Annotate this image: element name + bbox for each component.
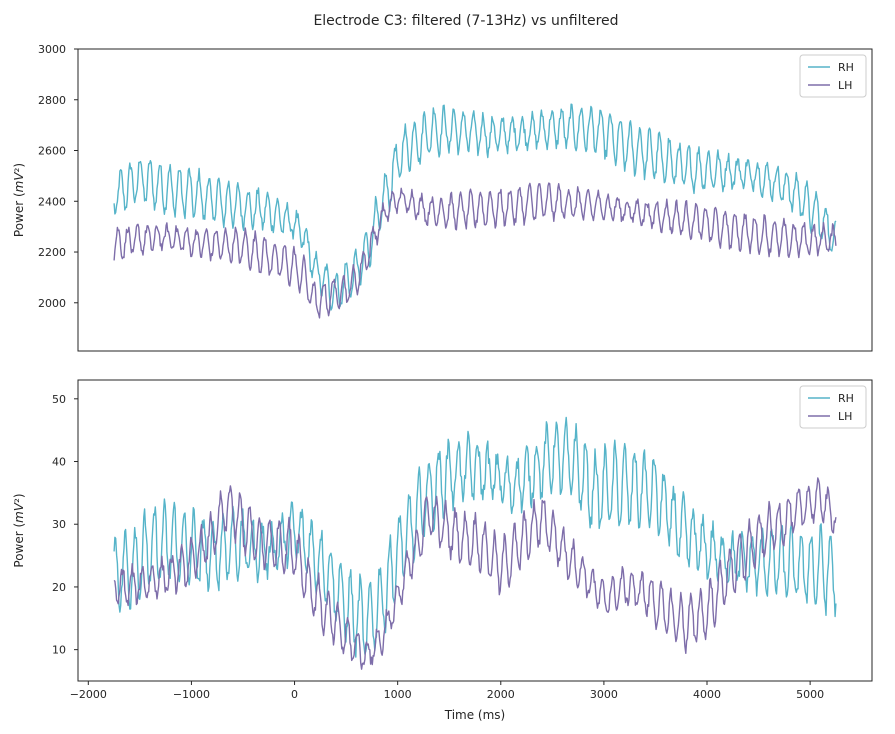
x-tick-label: 2000 — [487, 688, 515, 701]
x-tick-label: 3000 — [590, 688, 618, 701]
y-tick-label-unfiltered: 2400 — [38, 195, 66, 208]
legend-label-lh: LH — [838, 79, 852, 92]
panel-unfiltered: 2000 2200 2400 2600 2800 3000 Power (mV²) RH LH — [12, 43, 873, 352]
axes-frame-filtered — [77, 379, 873, 682]
y-tick-label-unfiltered: 3000 — [38, 43, 66, 56]
x-tick-label: 0 — [291, 688, 298, 701]
legend-label-rh: RH — [838, 392, 854, 405]
x-tick-label: 1000 — [384, 688, 412, 701]
y-tick-label-filtered: 20 — [52, 581, 66, 594]
legend-unfiltered: RH LH — [799, 54, 867, 98]
legend-box — [799, 54, 867, 98]
y-tick-label-unfiltered: 2800 — [38, 94, 66, 107]
y-tick-label-filtered: 30 — [52, 518, 66, 531]
x-tick-label: 4000 — [693, 688, 721, 701]
x-axis-label: Time (ms) — [444, 708, 506, 722]
series-line-rh-filtered — [113, 416, 837, 658]
y-tick-label-unfiltered: 2200 — [38, 246, 66, 259]
legend-filtered: RH LH — [799, 385, 867, 429]
x-tick-label: −2000 — [70, 688, 107, 701]
panel-filtered: 10 20 30 40 50 −2000 −1000 0 1000 2000 3000 4000 500… — [12, 379, 873, 701]
series-line-lh-unfiltered — [113, 182, 837, 319]
y-tick-label-unfiltered: 2000 — [38, 297, 66, 310]
x-tick-label: −1000 — [173, 688, 210, 701]
y-tick-label-filtered: 50 — [52, 393, 66, 406]
axes-frame-unfiltered — [77, 48, 873, 352]
y-axis-label-unfiltered: Power (mV²) — [12, 163, 26, 237]
y-tick-label-filtered: 40 — [52, 456, 66, 469]
y-tick-label-unfiltered: 2600 — [38, 145, 66, 158]
chart-title: Electrode C3: filtered (7-13Hz) vs unfil… — [313, 13, 618, 29]
legend-box — [799, 385, 867, 429]
y-tick-label-filtered: 10 — [52, 644, 66, 657]
legend-label-lh: LH — [838, 410, 852, 423]
series-line-rh-unfiltered — [113, 103, 837, 311]
legend-label-rh: RH — [838, 61, 854, 74]
series-line-lh-filtered — [113, 477, 837, 670]
x-tick-label: 5000 — [796, 688, 824, 701]
y-axis-label-filtered: Power (mV²) — [12, 493, 26, 567]
